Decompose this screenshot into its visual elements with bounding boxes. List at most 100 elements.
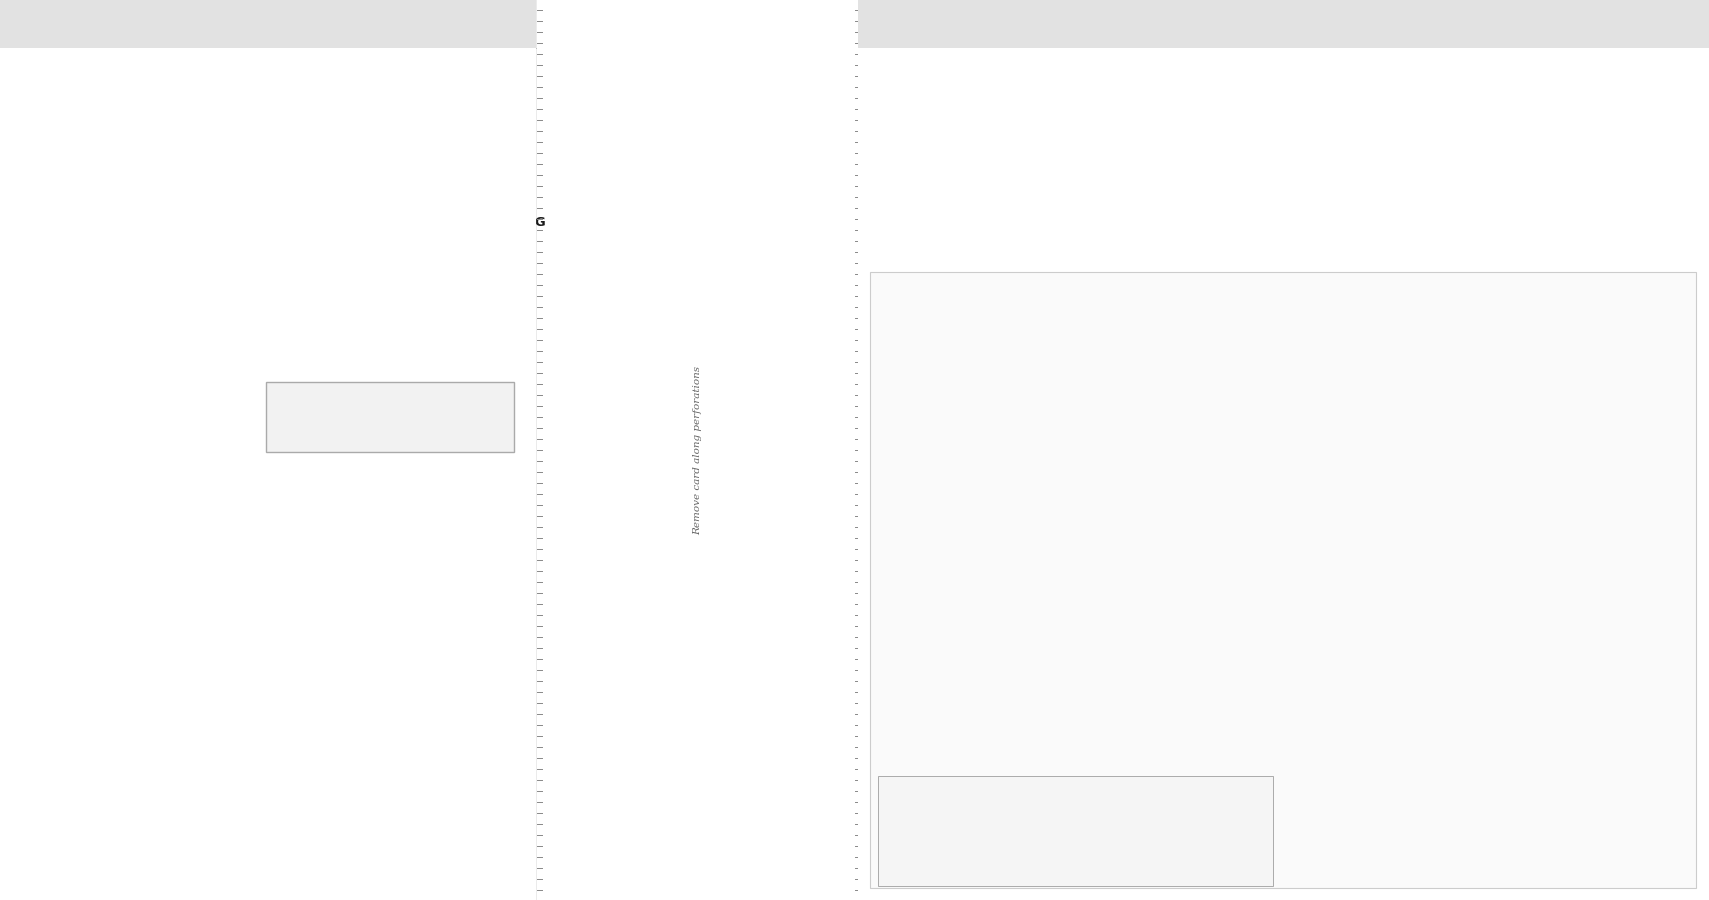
- Text: are located on the front of the display, and: are located on the front of the display,…: [878, 385, 1085, 394]
- Text: displays up to 8 radar signals: displays up to 8 radar signals: [15, 348, 164, 357]
- Text: page 4 and the EZ-Programming information: page 4 and the EZ-Programming informatio…: [270, 148, 499, 157]
- Text: Your new Passport must be installed by: Your new Passport must be installed by: [270, 230, 482, 239]
- Text: AutoMute (åMute).: AutoMute (åMute).: [1304, 443, 1398, 454]
- Text: Your new Passport SRX is the most: Your new Passport SRX is the most: [15, 78, 191, 87]
- Text: times, and return to normal operation.: times, and return to normal operation.: [1304, 622, 1492, 631]
- Text: are highlighted in gold graphics.: are highlighted in gold graphics.: [878, 395, 1037, 404]
- Text: 1: 1: [1295, 340, 1302, 350]
- Text: approved by the manufacturer: approved by the manufacturer: [273, 410, 429, 418]
- Text: • Exclusive ExpertMeter® tracks and: • Exclusive ExpertMeter® tracks and: [15, 338, 207, 347]
- Text: ▼: ▼: [1677, 244, 1683, 254]
- Text: front and rear Laser Shifters, improved: front and rear Laser Shifters, improved: [15, 130, 217, 139]
- Text: any setting.: any setting.: [887, 528, 950, 537]
- Text: frequency for any radar signal: frequency for any radar signal: [15, 369, 169, 378]
- Text: 3: 3: [878, 518, 885, 528]
- Text: strength meter (Meter), and then: strength meter (Meter), and then: [1304, 433, 1468, 442]
- Text: during the installation, or can damage your: during the installation, or can damage y…: [270, 293, 492, 302]
- Text: • New SpecDisplay provides numeric: • New SpecDisplay provides numeric: [15, 359, 205, 368]
- Text: hold both buttons down for 2 seconds.: hold both buttons down for 2 seconds.: [887, 432, 1092, 441]
- Text: Passport or your vehicle. If your vehicle is: Passport or your vehicle. If your vehicl…: [270, 303, 484, 312]
- Text: the items).: the items).: [887, 515, 938, 524]
- Text: “Reset” message, accompanied by an: “Reset” message, accompanied by an: [882, 826, 1063, 835]
- Text: Since: Since: [1304, 476, 1331, 485]
- Text: To reset Passport to its original factory: To reset Passport to its original factor…: [882, 787, 1070, 796]
- Text: To enter Program Mode, press and: To enter Program Mode, press and: [887, 422, 1073, 431]
- Text: cause personal injury or property damage.: cause personal injury or property damage…: [270, 335, 487, 344]
- Text: advanced remote radar/laser detector: advanced remote radar/laser detector: [15, 88, 208, 97]
- Text: wait 8 seconds without pressing any button.: wait 8 seconds without pressing any butt…: [1304, 602, 1519, 611]
- Text: alerts, and all the performance you’d expect: alerts, and all the performance you’d ex…: [15, 172, 241, 181]
- Text: • New programmable Laser Shifters, for: • New programmable Laser Shifters, for: [15, 245, 222, 254]
- Text: introduces a new level of Radar/Laser: introduces a new level of Radar/Laser: [15, 202, 208, 211]
- Text: Passport will display Complete, beep 4: Passport will display Complete, beep 4: [1304, 612, 1494, 621]
- Text: could void the user’s FCC granted: could void the user’s FCC granted: [273, 420, 446, 429]
- Text: review of the Quick Reference Guide on: review of the Quick Reference Guide on: [270, 137, 473, 146]
- Text: Digital Signal Processing for superior range: Digital Signal Processing for superior r…: [15, 140, 239, 149]
- Text: • Advanced EZ-Programming lets you: • Advanced EZ-Programming lets you: [15, 266, 207, 274]
- Text: Remove card along perforations: Remove card along perforations: [1200, 243, 1381, 253]
- Text: IMPORTANT INSTALLATION WARNING: IMPORTANT INSTALLATION WARNING: [270, 216, 545, 229]
- Text: damaged during installation, its safety: damaged during installation, its safety: [270, 314, 465, 323]
- Text: defense including:: defense including:: [15, 213, 109, 222]
- Text: An example: An example: [1295, 305, 1357, 314]
- Text: City settings: City settings: [15, 307, 79, 316]
- Text: 1: 1: [878, 422, 885, 432]
- Text: many car dealers can install Passport for you.: many car dealers can install Passport fo…: [270, 251, 502, 260]
- Text: settings, press and hold the “CITY” and: settings, press and hold the “CITY” and: [882, 796, 1073, 806]
- Text: Then press the REVIEW button to: Then press the REVIEW button to: [887, 465, 1070, 474]
- Text: EZ-Programming Details ►: EZ-Programming Details ►: [1557, 876, 1695, 886]
- Text: Quick Reference Card: Quick Reference Card: [1283, 280, 1432, 293]
- Text: a professional. Car Audio specialists and: a professional. Car Audio specialists an…: [270, 241, 477, 250]
- Text: • High-Speed A/D converter dramatically: • High-Speed A/D converter dramatically: [15, 400, 226, 410]
- Text: Press and hold the REVIEW button.: Press and hold the REVIEW button.: [1304, 393, 1483, 402]
- Text: again at the top of the list.): again at the top of the list.): [1304, 556, 1437, 565]
- Text: Warning Systems signals: Warning Systems signals: [15, 390, 142, 399]
- Text: Passport shows the AutoMute item.: Passport shows the AutoMute item.: [1304, 466, 1480, 475]
- Text: and reduced false alarms, our patented Mute: and reduced false alarms, our patented M…: [15, 151, 246, 160]
- Text: also used to enter the Program Mode,: also used to enter the Program Mode,: [878, 345, 1063, 354]
- Text: Congratulations and Important Warning: Congratulations and Important Warning: [41, 14, 496, 33]
- Text: to CHANGE any settings as desired. The: to CHANGE any settings as desired. The: [878, 365, 1077, 374]
- Text: Press the CHANGE button to change: Press the CHANGE button to change: [1304, 569, 1490, 578]
- Text: 2 seconds.: 2 seconds.: [1304, 360, 1359, 369]
- Text: 4: 4: [1295, 569, 1302, 579]
- Text: button down again, and after Passport: button down again, and after Passport: [1304, 536, 1492, 545]
- Text: please read the manual in detail to get the: please read the manual in detail to get …: [270, 178, 487, 187]
- Text: Attempting to install the Passport SRX: Attempting to install the Passport SRX: [270, 262, 479, 271]
- Text: (You can either tap the button: (You can either tap the button: [887, 538, 1036, 547]
- Text: systems may be compromised, which could: systems may be compromised, which could: [270, 324, 489, 333]
- Text: FCC Note:: FCC Note:: [273, 386, 332, 396]
- Text: • Optional external speaker enables Voice: • Optional external speaker enables Voic…: [270, 95, 484, 104]
- Text: Passport will beep twice and: Passport will beep twice and: [1304, 370, 1444, 379]
- Text: to the next category, hold the Review: to the next category, hold the Review: [1304, 526, 1487, 535]
- Text: own preferences.: own preferences.: [878, 325, 962, 334]
- Text: • Ultra-bright alphanumeric display uses 280: • Ultra-bright alphanumeric display uses…: [15, 317, 246, 326]
- Text: instantly set up to 9 customized features: instantly set up to 9 customized feature…: [15, 275, 222, 284]
- Text: (If you accidentally don’t release the: (If you accidentally don’t release the: [1304, 506, 1495, 515]
- Text: improves radar detection range: improves radar detection range: [15, 410, 176, 419]
- Text: “MUTE” buttons while turning the power: “MUTE” buttons while turning the power: [882, 806, 1082, 816]
- Text: either tap the button to change from item: either tap the button to change from ite…: [887, 495, 1090, 504]
- Text: www.escortradar.com: www.escortradar.com: [270, 365, 379, 374]
- Text: ▼: ▼: [957, 244, 964, 254]
- Text: from Escort.: from Escort.: [15, 182, 79, 191]
- Text: If you’ve used a radar detector before, a: If you’ve used a radar detector before, …: [270, 126, 489, 135]
- Text: (The unit will display Complete, beep 4: (The unit will display Complete, beep 4: [887, 591, 1078, 600]
- Text: alerts: alerts: [270, 105, 299, 114]
- Text: superior K and Ka-band sensitivity: superior K and Ka-band sensitivity: [15, 234, 190, 243]
- Text: Factory Default Settings: Factory Default Settings: [882, 775, 1025, 785]
- Text: The buttons labeled CITY and MUTE are: The buttons labeled CITY and MUTE are: [878, 335, 1089, 344]
- Text: 1: 1: [265, 876, 272, 886]
- Text: authority to operate the equipment.: authority to operate the equipment.: [273, 430, 456, 439]
- Text: and SuperWide Ka radar coverage, new: and SuperWide Ka radar coverage, new: [15, 120, 219, 129]
- Text: ►: ►: [861, 364, 872, 376]
- Text: Passport’s AutoMute feature off.: Passport’s AutoMute feature off.: [1295, 326, 1454, 335]
- Text: 5: 5: [1295, 592, 1302, 602]
- Text: the factory setting is for AutoMute to be: the factory setting is for AutoMute to b…: [1304, 486, 1502, 495]
- Text: For example, here is how you would turn: For example, here is how you would turn: [1295, 316, 1495, 325]
- Text: performance and features. Please drive safely.: performance and features. Please drive s…: [270, 199, 506, 208]
- Text: LEDs for crystal clear information: LEDs for crystal clear information: [15, 328, 188, 337]
- Text: 1: 1: [1087, 876, 1094, 886]
- Text: Press the CHANGE button to change: Press the CHANGE button to change: [887, 518, 1084, 527]
- Text: Release the REVIEW button when: Release the REVIEW button when: [1304, 456, 1477, 465]
